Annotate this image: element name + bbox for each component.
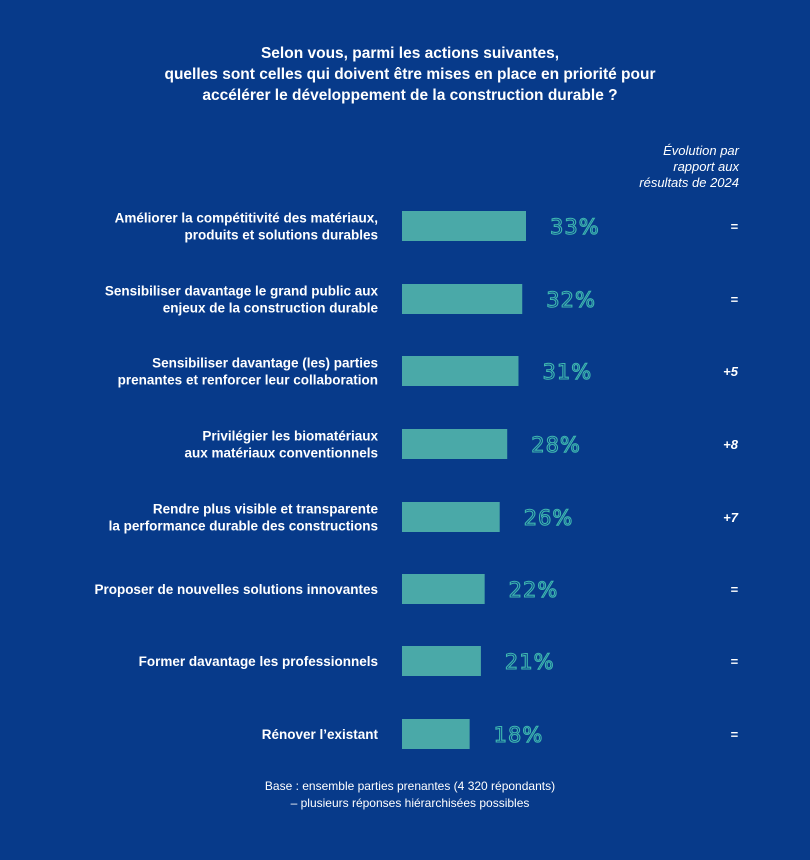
chart-title: Selon vous, parmi les actions suivantes,… [60,43,760,106]
category-label-8-line-1: Rénover l’existant [262,727,379,742]
category-label-2-line-1: Sensibiliser davantage le grand public a… [105,284,379,299]
value-label-3: 31% [542,360,592,384]
bar-8 [402,719,470,749]
bar-7 [402,646,481,676]
category-label-5-line-2: la performance durable des constructions [109,519,378,534]
evolution-value-7: = [730,654,738,669]
value-label-1: 33% [550,215,600,239]
footnote-line-1: Base : ensemble parties prenantes (4 320… [264,779,556,793]
value-label-8: 18% [494,723,544,747]
evolution-header-line-3: résultats de 2024 [639,175,739,190]
evolution-header-line-1: Évolution par [663,143,739,158]
evolution-value-1: = [730,219,738,234]
evolution-value-2: = [730,292,738,307]
evolution-header-line-2: rapport aux [673,159,739,174]
category-label-3-line-1: Sensibiliser davantage (les) parties [152,356,378,371]
value-label-5: 26% [524,506,574,530]
value-label-4: 28% [531,433,581,457]
footnote-line-2: – plusieurs réponses hiérarchisées possi… [290,796,530,810]
category-label-6-line-1: Proposer de nouvelles solutions innovant… [94,582,378,597]
category-label-4-line-2: aux matériaux conventionnels [184,446,378,461]
evolution-value-8: = [730,727,738,742]
evolution-value-5: +7 [723,510,739,525]
chart-title-line-2: quelles sont celles qui doivent être mis… [164,66,656,83]
value-label-2: 32% [546,288,596,312]
category-label-3-line-2: prenantes et renforcer leur collaboratio… [118,373,378,388]
bar-4 [402,429,508,459]
evolution-value-3: +5 [723,364,739,379]
bar-1 [402,211,526,241]
bar-3 [402,356,519,386]
value-label-7: 21% [505,650,555,674]
chart-title-line-1: Selon vous, parmi les actions suivantes, [260,45,560,62]
bar-2 [402,284,523,314]
evolution-value-6: = [730,582,738,597]
category-label-2-line-2: enjeux de la construction durable [163,301,379,316]
category-label-7-line-1: Former davantage les professionnels [139,654,378,669]
footnote: Base : ensemble parties prenantes (4 320… [60,778,760,812]
category-label-1-line-1: Améliorer la compétitivité des matériaux… [115,211,378,226]
category-label-4-line-1: Privilégier les biomatériaux [202,429,378,444]
chart-title-line-3: accélérer le développement de la constru… [202,87,618,104]
bar-5 [402,502,500,532]
evolution-value-4: +8 [723,437,739,452]
category-label-5-line-1: Rendre plus visible et transparente [153,502,379,517]
evolution-column-header: Évolution par rapport aux résultats de 2… [539,143,739,191]
value-label-6: 22% [509,578,559,602]
category-label-1-line-2: produits et solutions durables [184,228,378,243]
bar-6 [402,574,485,604]
